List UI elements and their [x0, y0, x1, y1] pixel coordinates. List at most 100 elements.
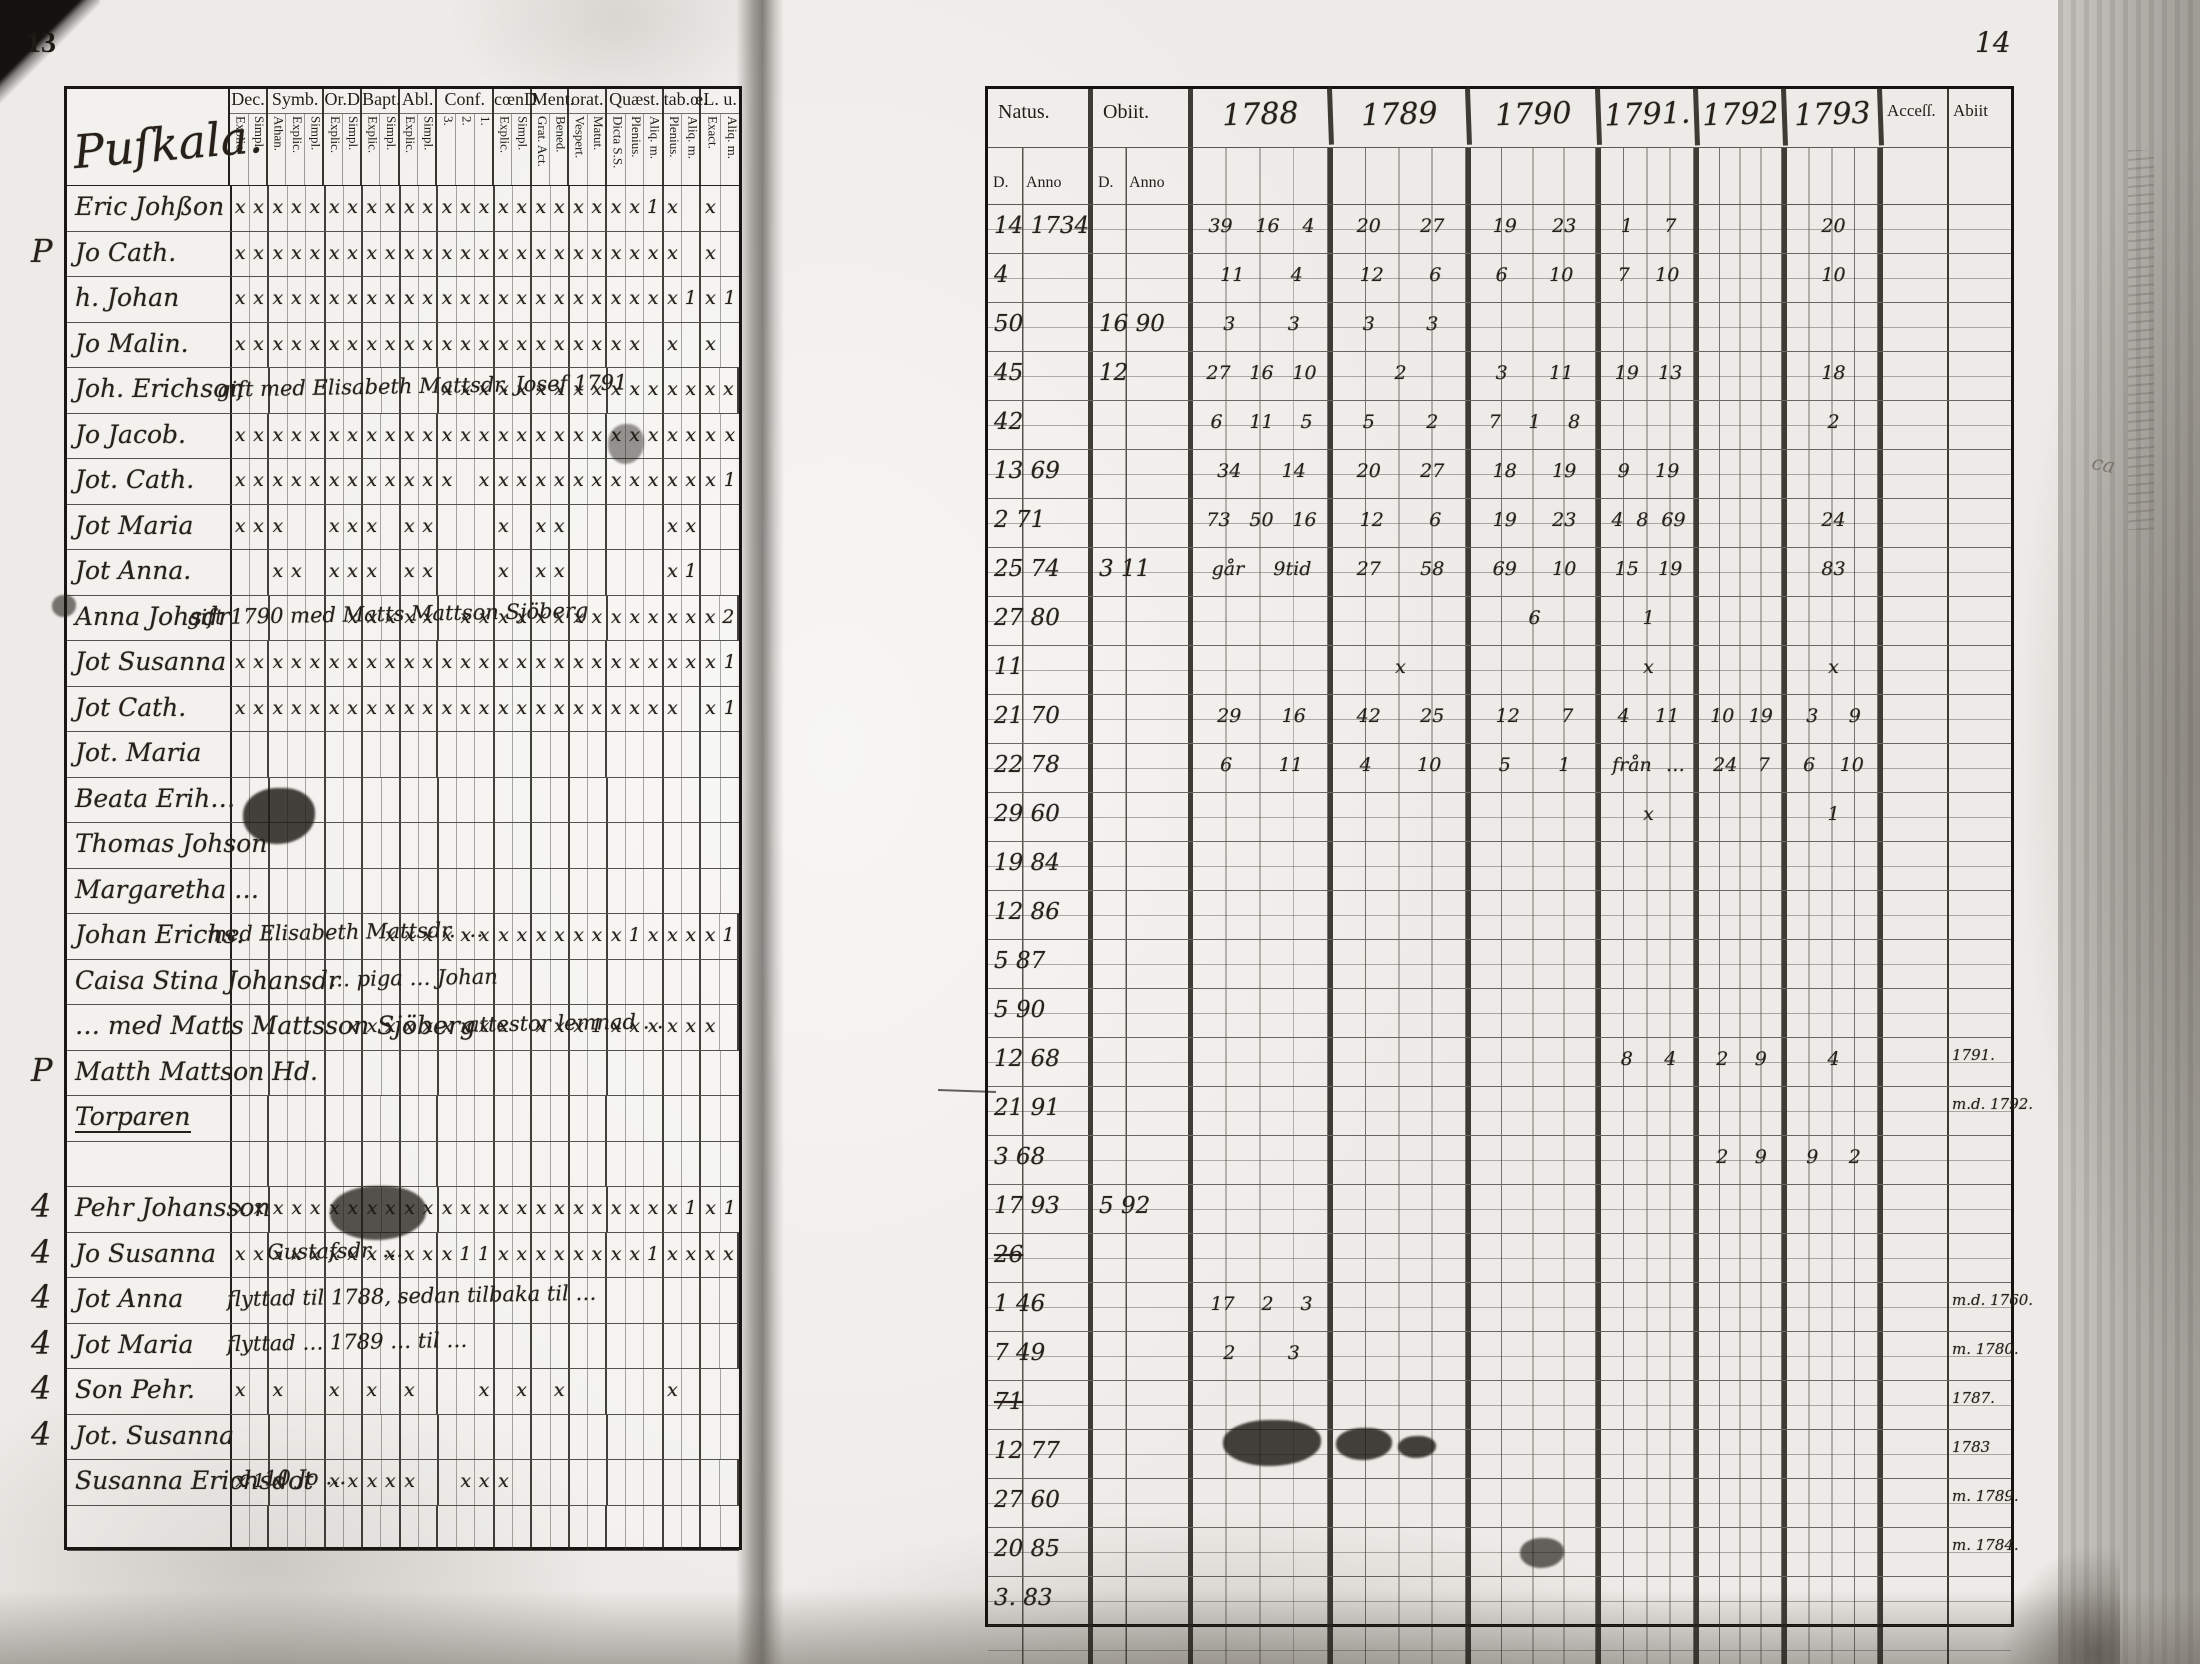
natus-value: 21 70 [994, 703, 1060, 729]
column-group-tab: tab.œ. Plenius. Aliq. m. [663, 89, 708, 185]
mark-cell [570, 959, 589, 1004]
abiit-cell [1949, 597, 2011, 645]
mark-cell [644, 550, 661, 595]
mark-cell: x [607, 413, 626, 458]
mark-cell [532, 1141, 551, 1186]
person-name: Jot Anna. [75, 556, 192, 585]
year-entry: 10 [1710, 705, 1735, 727]
subheader-anno: Anno [1026, 174, 1062, 191]
abiit-cell: m. 1784. [1949, 1528, 2019, 1576]
year-entry: 18 [1492, 460, 1517, 482]
year-cell [1333, 1234, 1471, 1282]
mark-cell [570, 1323, 589, 1368]
year-cell: 34 14 [1193, 450, 1333, 498]
mark-cell [532, 732, 551, 777]
year-cell [1601, 989, 1699, 1037]
mark-cell [682, 323, 699, 368]
mark-cell: x [439, 1005, 457, 1050]
mark-cell: x [478, 241, 490, 264]
mark-cell [344, 1506, 361, 1551]
year-cell [1787, 1185, 1883, 1233]
mark-cell: x [553, 332, 565, 355]
mark-cell [270, 868, 288, 913]
mark-cell: x [401, 641, 419, 686]
mark-cell: x [664, 1187, 683, 1232]
person-name: Anna Johsdr [75, 601, 231, 631]
left-table-header: Puſkala. Dec. Explic. Simpl. Symb. Athan. Exp… [67, 89, 740, 186]
mark-cell: x [347, 423, 358, 446]
mark-cell: x [478, 924, 490, 946]
mark-group-cell: x [701, 186, 739, 231]
mark-cell [363, 732, 382, 777]
year-entry: 16 [1255, 215, 1280, 237]
year-entry: 9 [1617, 460, 1630, 482]
mark-cell [326, 1323, 344, 1368]
name-cell [67, 1141, 232, 1186]
mark-group-cell [401, 1096, 439, 1141]
accefs-cell [1883, 1528, 1949, 1576]
year-cell [1601, 1626, 1699, 1664]
register-row: … med Matts Mattsson Sjöberg x x x x x x x x x x x x… [67, 1005, 739, 1051]
year-entry: 4 [1611, 509, 1624, 531]
abiit-value: 1791. [1952, 1046, 1995, 1064]
person-name: Jot Maria [75, 510, 194, 540]
register-row: Thomas Johson [67, 823, 739, 869]
natus-cell: 27 80 [988, 597, 1093, 645]
column-group-label: tab.œ. [663, 89, 708, 114]
mark-cell [475, 823, 492, 868]
mark-cell [306, 732, 323, 777]
mark-group-cell [701, 959, 739, 1004]
mark-group-cell [326, 868, 364, 913]
mark-group-cell [570, 550, 608, 595]
ink-stain [1336, 1428, 1392, 1460]
mark-group-cell [326, 777, 364, 822]
column-sub-label: Aliq. m. [685, 116, 701, 159]
mark-cell [250, 1415, 267, 1460]
mark-cell [682, 1278, 699, 1323]
mark-cell [701, 1278, 720, 1323]
mark-cell: x [570, 641, 589, 686]
mark-cell: x [422, 924, 434, 946]
mark-cell: x [591, 423, 603, 446]
mark-group-cell [269, 1505, 326, 1550]
abiit-cell: 1787. [1949, 1381, 2011, 1429]
mark-cell: x [309, 423, 321, 446]
mark-cell: 1 [684, 560, 697, 582]
mark-cell: x [422, 332, 433, 355]
year-cell [1699, 1577, 1787, 1625]
mark-group-cell [401, 868, 439, 913]
mark-cell: x [288, 322, 307, 367]
mark-cell [475, 1324, 492, 1369]
year-entry: x [1643, 803, 1654, 825]
mark-cell [326, 823, 345, 868]
mark-group-cell [232, 823, 270, 868]
mark-cell [682, 732, 699, 777]
mark-cell: 1 [723, 1197, 736, 1219]
mark-cell [570, 777, 589, 822]
mark-cell [551, 1415, 568, 1460]
attendance-row: 27 80 6 1 [988, 597, 2011, 646]
natus-cell: 3. 83 [988, 1577, 1093, 1625]
mark-cell [438, 1369, 457, 1414]
mark-group-cell: x [363, 504, 401, 549]
mark-cell [457, 1096, 476, 1141]
year-cell: 4 10 [1333, 744, 1471, 792]
mark-cell: x [495, 1187, 514, 1232]
mark-cell [682, 869, 699, 914]
mark-cell: x [422, 423, 433, 446]
mark-cell [475, 550, 492, 595]
year-cell [1333, 793, 1471, 841]
attendance-row: 17 93 5 92 [988, 1185, 2011, 1234]
mark-cell [269, 1505, 288, 1550]
